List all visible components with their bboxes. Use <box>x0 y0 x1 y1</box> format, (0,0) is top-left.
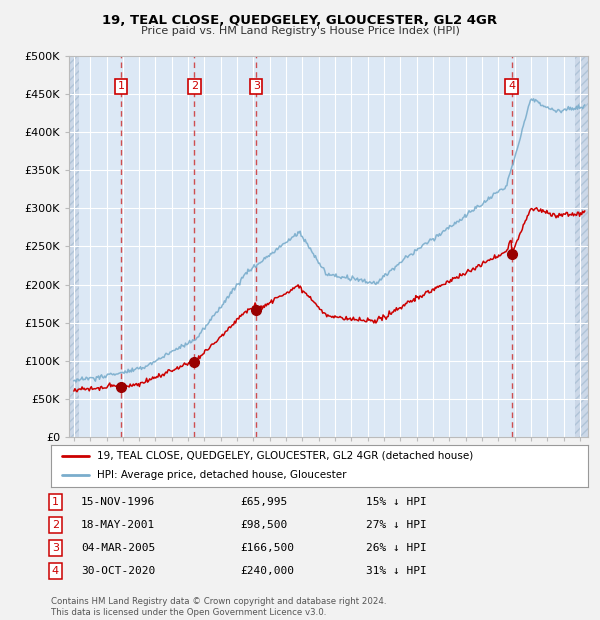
Text: Price paid vs. HM Land Registry's House Price Index (HPI): Price paid vs. HM Land Registry's House … <box>140 26 460 36</box>
Text: 3: 3 <box>52 543 59 553</box>
Text: 31% ↓ HPI: 31% ↓ HPI <box>366 566 427 576</box>
Text: 15% ↓ HPI: 15% ↓ HPI <box>366 497 427 507</box>
Text: £166,500: £166,500 <box>240 543 294 553</box>
Text: 1: 1 <box>118 81 124 91</box>
Text: 30-OCT-2020: 30-OCT-2020 <box>81 566 155 576</box>
Text: 4: 4 <box>52 566 59 576</box>
Bar <box>69 56 79 437</box>
Bar <box>575 56 588 437</box>
Text: 4: 4 <box>508 81 515 91</box>
Text: 18-MAY-2001: 18-MAY-2001 <box>81 520 155 530</box>
Text: 04-MAR-2005: 04-MAR-2005 <box>81 543 155 553</box>
Text: 19, TEAL CLOSE, QUEDGELEY, GLOUCESTER, GL2 4GR (detached house): 19, TEAL CLOSE, QUEDGELEY, GLOUCESTER, G… <box>97 451 473 461</box>
Text: 2: 2 <box>191 81 198 91</box>
Text: £98,500: £98,500 <box>240 520 287 530</box>
Text: 26% ↓ HPI: 26% ↓ HPI <box>366 543 427 553</box>
Text: 27% ↓ HPI: 27% ↓ HPI <box>366 520 427 530</box>
Text: 2: 2 <box>52 520 59 530</box>
Text: HPI: Average price, detached house, Gloucester: HPI: Average price, detached house, Glou… <box>97 471 346 480</box>
Text: Contains HM Land Registry data © Crown copyright and database right 2024.
This d: Contains HM Land Registry data © Crown c… <box>51 598 386 617</box>
Text: 1: 1 <box>52 497 59 507</box>
Text: £240,000: £240,000 <box>240 566 294 576</box>
Text: 3: 3 <box>253 81 260 91</box>
Text: 15-NOV-1996: 15-NOV-1996 <box>81 497 155 507</box>
Text: £65,995: £65,995 <box>240 497 287 507</box>
Text: 19, TEAL CLOSE, QUEDGELEY, GLOUCESTER, GL2 4GR: 19, TEAL CLOSE, QUEDGELEY, GLOUCESTER, G… <box>103 14 497 27</box>
